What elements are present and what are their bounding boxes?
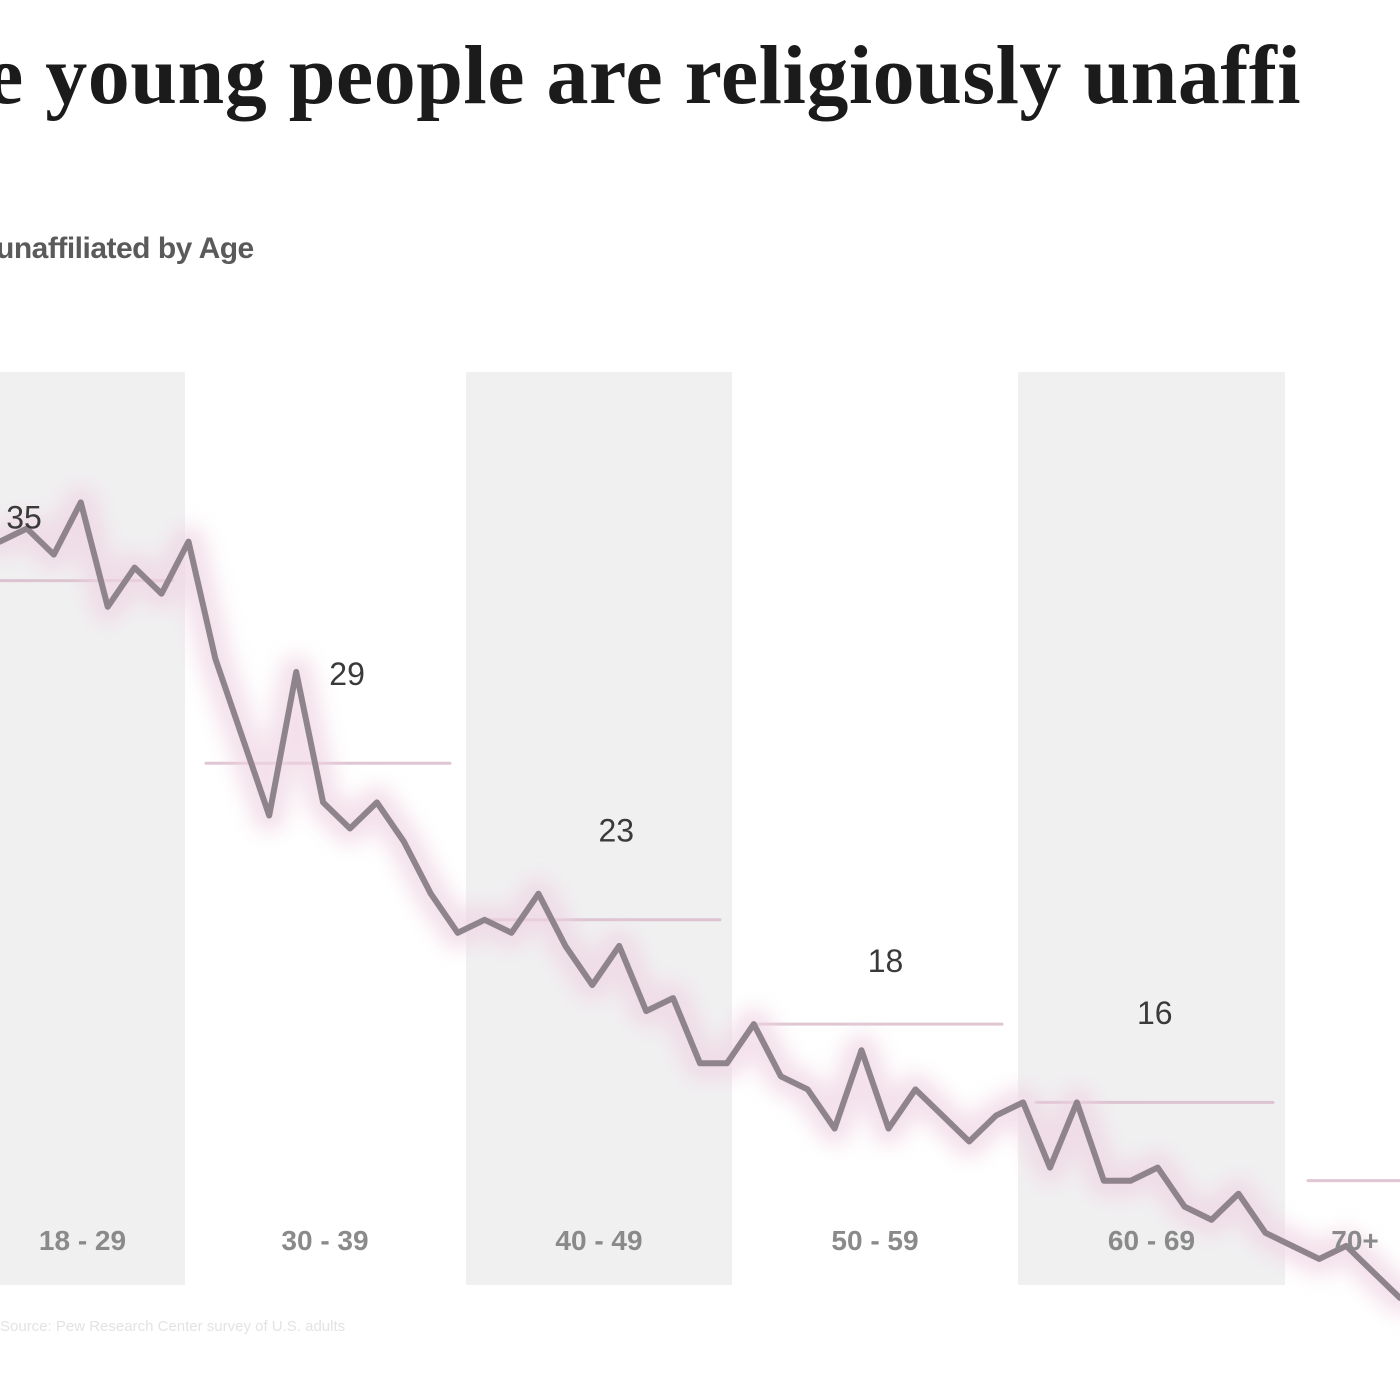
series-lines [0, 499, 1400, 1301]
x-tick-label: 70+ [1331, 1225, 1379, 1256]
x-tick-label: 30 - 39 [281, 1225, 368, 1256]
x-tick-label: 50 - 59 [831, 1225, 918, 1256]
peak-labels: 35 29 23 18 16 [6, 500, 1172, 1032]
x-tick-label: 18 - 29 [39, 1225, 126, 1256]
peak-label: 35 [6, 500, 42, 536]
peak-label: 23 [599, 813, 635, 849]
series-line-0 [0, 499, 1400, 1301]
chart-title: e young people are religiously unaffi [0, 29, 1302, 122]
x-axis-ticks: 18 - 29 30 - 39 40 - 49 50 - 59 60 - 69 70+ [39, 1225, 1379, 1256]
age-band-2 [466, 372, 732, 1285]
peak-label: 16 [1137, 995, 1173, 1031]
x-tick-label: 40 - 49 [555, 1225, 642, 1256]
peak-label: 18 [868, 943, 904, 979]
source-note: Source: Pew Research Center survey of U.… [0, 1318, 346, 1335]
peak-label: 29 [329, 656, 365, 692]
x-tick-label: 60 - 69 [1108, 1225, 1195, 1256]
chart-subtitle: unaffiliated by Age [0, 232, 254, 265]
